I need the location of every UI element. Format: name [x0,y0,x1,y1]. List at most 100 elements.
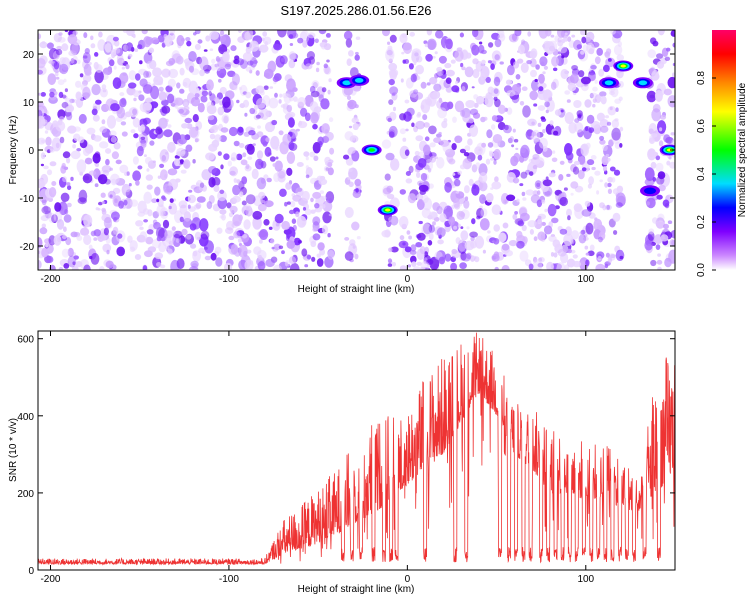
spectrogram-cell [428,125,437,135]
spectrogram-cell [58,266,64,270]
spectrogram-cell [252,216,262,230]
spectrogram-cell [300,107,308,117]
spectrogram-cell [301,190,310,202]
spectrogram-cell [405,171,411,176]
spectrogram-cell [80,227,90,236]
spectrogram-cell [610,30,616,35]
spectrogram-cell [105,158,110,166]
spectrogram-cell [38,92,42,96]
spectrogram-cell [163,129,173,138]
spectrogram-cell [129,246,136,253]
spectrogram-cell [421,208,431,219]
spectrogram-cell [70,150,81,160]
spectrogram-cell [472,30,479,38]
spectrogram-cell [97,39,106,51]
spectrogram-cell [189,266,199,270]
spectrogram-cell [83,214,93,228]
spectrogram-cell [606,121,612,126]
spectrogram-cell [208,195,215,204]
spectrogram-cell [271,246,275,250]
spectrogram-cell [155,227,165,239]
spectrogram-cell [238,30,242,33]
spectral-feature-level [385,208,391,212]
colorbar-tick-label: 0.4 [696,167,707,181]
spectrogram-cell [109,167,113,171]
spectrogram-cell [594,79,598,84]
spectrogram-cell [488,42,494,48]
spectrogram-cell [113,65,117,70]
spectrogram-cell [140,136,146,140]
spectrogram-cell [145,236,154,245]
spectrogram-cell [418,220,423,225]
spectrogram-cell [512,128,516,133]
spectrogram-cell [593,218,603,232]
spectrogram-cell [548,235,557,242]
spectrogram-cell [667,220,673,224]
spectrogram-cell [310,112,319,124]
y-tick-label: 0 [28,146,34,157]
spectrogram-cell [204,255,212,261]
spectral-feature [361,144,382,156]
spectrogram-cell [527,118,537,127]
spectrogram-cell [320,41,327,50]
spectrogram-cell [38,259,42,270]
spectrogram-cell [244,204,252,211]
spectrogram-cell [132,90,141,98]
spectrogram-cell [169,30,176,35]
spectrogram-cell [493,88,499,94]
spectrogram-cell [550,34,555,38]
spectrogram-cell [409,250,417,255]
spectrogram-cell [82,74,92,83]
spectrogram-cell [83,264,91,270]
spectrogram-cell [62,95,68,100]
colorbar-tick-label: 0.6 [696,119,707,133]
spectrogram-cell [111,151,119,160]
spectrogram-cell [167,141,176,153]
spectrogram-cell [398,216,409,229]
spectrogram-cell [194,43,201,51]
spectrogram-cell [564,32,568,36]
spectrogram-cell [517,220,525,227]
spectrogram-cell [355,51,359,55]
spectrogram-cell [181,228,188,236]
spectrogram-cell [545,109,549,114]
spectrogram-cell [412,266,421,270]
spectrogram-cell [544,101,550,108]
spectrogram-cell [559,196,568,207]
spectrogram-cell [497,115,502,120]
spectrogram-cell [655,244,661,251]
spectrogram-cell [529,229,535,235]
spectrogram-cell [185,144,193,152]
spectrogram-cell [306,254,312,260]
spectrogram-cell [490,157,495,161]
spectrogram-cell [459,32,464,38]
spectrogram-cell [184,61,190,67]
spectrogram-cell [90,253,100,265]
spectrogram-cell [230,45,237,52]
spectrogram-cell [387,263,393,267]
spectrogram-cell [605,115,609,119]
spectrogram-cell [348,125,353,129]
spectrogram-cell [176,147,186,157]
spectrogram-cell [206,201,213,210]
spectrogram-cell [354,253,359,260]
spectrogram-cell [88,244,93,250]
spectrogram-cell [286,240,296,249]
spectrogram-cell [454,100,465,113]
spectrogram-cell [142,265,148,270]
spectrogram-cell [73,231,81,238]
spectrogram-cell [499,61,504,65]
spectrogram-cell [160,210,167,217]
spectrogram-cell [494,38,502,48]
spectrogram-cell [511,144,515,148]
spectrogram-cell [244,112,248,117]
spectrogram-cell [520,212,530,222]
spectrogram-cell [240,159,248,166]
spectrogram-cell [254,266,259,270]
spectrogram-cell [262,31,268,37]
chart-title: S197.2025.286.01.56.E26 [280,3,431,18]
spectrogram-cell [411,122,415,128]
spectrogram-cell [76,235,83,242]
spectrogram-cell [236,153,243,161]
spectrogram-cell [152,67,162,77]
